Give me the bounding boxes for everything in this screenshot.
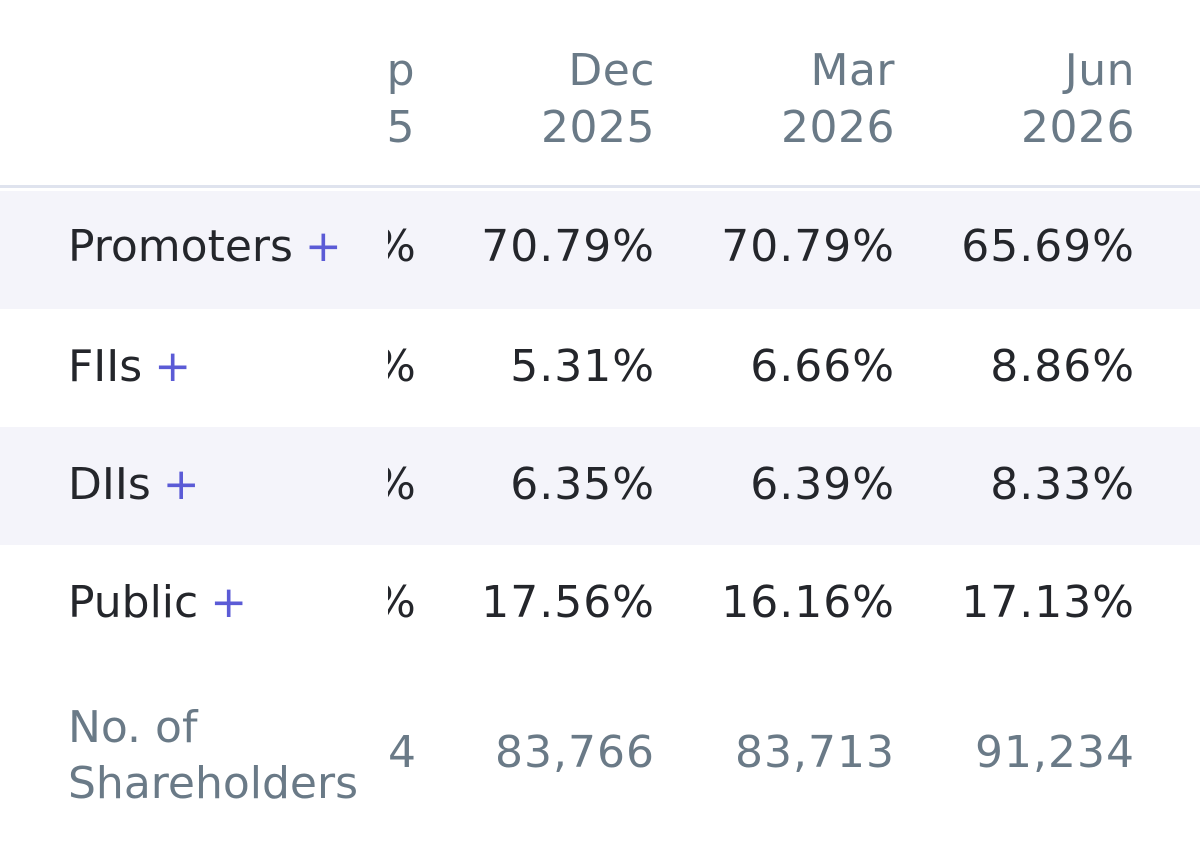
row-label-text: Promoters — [68, 221, 293, 272]
row-label-text: FIIs — [68, 341, 143, 392]
table-row-fiis: FIIs+ % 5.31% 6.66% 8.86% — [0, 309, 1200, 427]
cut-cell: % — [388, 221, 418, 272]
cut-cell: % — [388, 341, 418, 392]
cell-promoters-mar-2026: 70.79% — [721, 221, 895, 272]
cut-cell-text: % — [388, 221, 416, 272]
cell-promoters-dec-2025: 70.79% — [481, 221, 655, 272]
cell-diis-dec-2025: 6.35% — [510, 459, 655, 510]
row-label-shareholders: No. of Shareholders — [68, 702, 359, 809]
cell-fiis-jun-2026: 8.86% — [990, 341, 1135, 392]
table-row-public: Public+ % 17.56% 16.16% 17.13% — [0, 545, 1200, 663]
cell-shareholders-mar-2026: 83,713 — [735, 727, 895, 778]
header-cut-column: p 5 — [386, 45, 415, 153]
cut-cell-text: % — [388, 459, 416, 510]
cut-cell-text: 4 — [388, 727, 416, 778]
cut-cell-text: % — [388, 341, 416, 392]
table-row-diis: DIIs+ % 6.35% 6.39% 8.33% — [0, 427, 1200, 545]
row-label-promoters[interactable]: Promoters + — [68, 221, 342, 272]
row-label-fiis[interactable]: FIIs + — [68, 341, 191, 392]
header-mar-2026: Mar 2026 — [781, 45, 895, 153]
cell-promoters-jun-2026: 65.69% — [961, 221, 1135, 272]
cell-diis-mar-2026: 6.39% — [750, 459, 895, 510]
expand-plus-icon[interactable]: + — [210, 577, 248, 628]
cut-cell-text: % — [388, 577, 416, 628]
cell-shareholders-dec-2025: 83,766 — [495, 727, 655, 778]
cell-shareholders-jun-2026: 91,234 — [975, 727, 1135, 778]
expand-plus-icon[interactable]: + — [162, 459, 200, 510]
row-label-public[interactable]: Public + — [68, 577, 247, 628]
cell-public-dec-2025: 17.56% — [481, 577, 655, 628]
expand-plus-icon[interactable]: + — [304, 221, 342, 272]
header-jun-2026: Jun 2026 — [1021, 45, 1135, 153]
cell-fiis-dec-2025: 5.31% — [510, 341, 655, 392]
cut-cell: 4 — [388, 727, 418, 778]
table-header: p 5 Dec 2025 Mar 2026 Jun 2026 — [0, 0, 1200, 188]
expand-plus-icon[interactable]: + — [154, 341, 192, 392]
row-label-diis[interactable]: DIIs + — [68, 459, 200, 510]
cut-cell: % — [388, 459, 418, 510]
cut-cell: % — [388, 577, 418, 628]
cell-public-mar-2026: 16.16% — [721, 577, 895, 628]
table-row-promoters: Promoters+ % 70.79% 70.79% 65.69% — [0, 191, 1200, 309]
row-label-text: DIIs — [68, 459, 151, 510]
cell-diis-jun-2026: 8.33% — [990, 459, 1135, 510]
row-label-text: Public — [68, 577, 199, 628]
cell-public-jun-2026: 17.13% — [961, 577, 1135, 628]
header-dec-2025: Dec 2025 — [541, 45, 655, 153]
cell-fiis-mar-2026: 6.66% — [750, 341, 895, 392]
